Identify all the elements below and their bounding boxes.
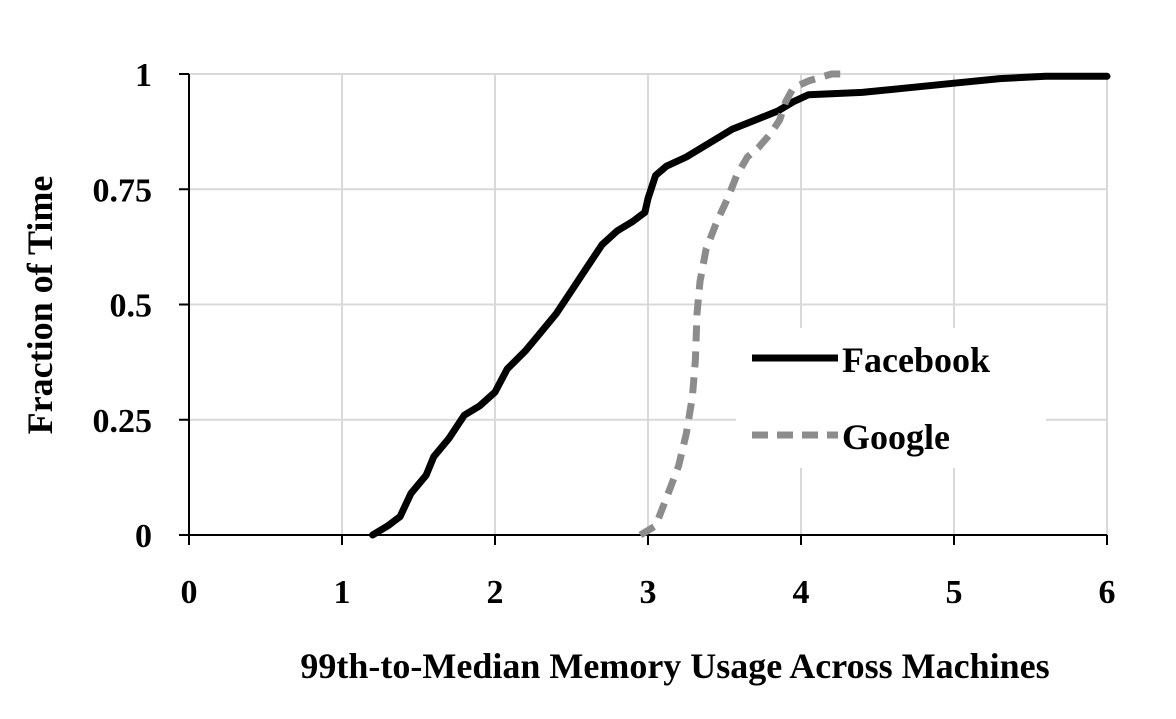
series-line-facebook — [369, 72, 1111, 539]
x-tick-label-4: 4 — [793, 574, 810, 611]
x-axis-title: 99th-to-Median Memory Usage Across Machi… — [300, 646, 1049, 686]
y-tick-label-0: 0 — [135, 518, 152, 555]
x-tick-label-6: 6 — [1099, 574, 1116, 611]
y-tick-label-0.75: 0.75 — [93, 172, 153, 209]
y-tick-label-0.25: 0.25 — [93, 403, 153, 440]
axes-layer: 0 1 2 3 4 5 6 0 0.25 0.5 0.75 1 — [93, 57, 1116, 611]
y-tick-label-0.5: 0.5 — [110, 288, 153, 325]
series-layer — [369, 70, 1111, 539]
x-tick-label-5: 5 — [946, 574, 963, 611]
y-tick-label-1: 1 — [135, 57, 152, 94]
series-line-google — [638, 70, 847, 538]
legend-label-facebook: Facebook — [842, 340, 990, 380]
x-tick-label-2: 2 — [487, 574, 504, 611]
x-tick-label-3: 3 — [640, 574, 657, 611]
x-tick-label-1: 1 — [334, 574, 351, 611]
y-axis-title: Fraction of Time — [20, 176, 60, 435]
legend: Facebook Google — [736, 328, 1046, 468]
x-tick-label-0: 0 — [181, 574, 198, 611]
legend-label-google: Google — [842, 417, 950, 457]
legend-background — [736, 328, 1046, 468]
